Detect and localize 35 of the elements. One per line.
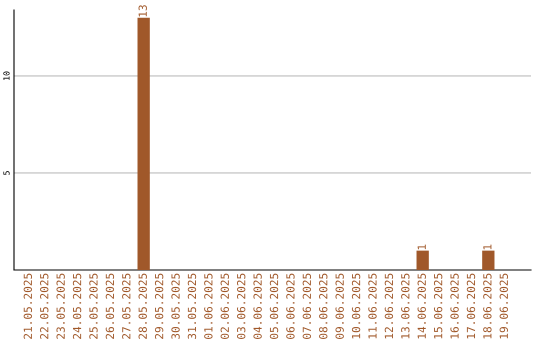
data-label: 13 — [138, 5, 147, 16]
x-tick-label: 29.05.2025 — [154, 274, 164, 339]
y-tick-label: 5 — [3, 171, 10, 175]
x-tick-label: 21.05.2025 — [24, 274, 32, 339]
x-tick-label: 25.05.2025 — [89, 274, 98, 339]
x-tick-label: 13.06.2025 — [401, 274, 410, 338]
x-tick-label: 09.06.2025 — [335, 274, 344, 339]
x-tick-label: 22.05.2025 — [40, 274, 48, 339]
y-tick-label: 10 — [3, 71, 10, 80]
data-label: 1 — [483, 244, 492, 250]
data-label: 1 — [418, 244, 426, 250]
x-tick-label: 28.05.2025 — [138, 274, 147, 339]
x-tick-label: 16.06.2025 — [450, 274, 459, 338]
x-tick-label: 19.06.2025 — [500, 274, 508, 338]
x-tick-label: 07.06.2025 — [302, 274, 312, 339]
x-tick-label: 18.06.2025 — [483, 274, 492, 338]
x-tick-label: 23.05.2025 — [56, 274, 65, 339]
x-tick-label: 15.06.2025 — [434, 274, 442, 338]
x-tick-label: 17.06.2025 — [466, 274, 476, 338]
x-tick-label: 08.06.2025 — [319, 274, 328, 339]
x-tick-label: 02.06.2025 — [220, 274, 229, 339]
x-tick-label: 04.06.2025 — [253, 274, 262, 339]
x-tick-label: 26.05.2025 — [106, 274, 114, 339]
x-tick-label: 27.05.2025 — [122, 274, 130, 339]
x-tick-label: 12.06.2025 — [384, 274, 394, 338]
x-tick-label: 14.06.2025 — [418, 274, 426, 338]
x-tick-label: 05.06.2025 — [270, 274, 278, 339]
x-tick-label: 06.06.2025 — [286, 274, 295, 339]
x-tick-label: 03.06.2025 — [236, 274, 246, 339]
x-tick-label: 11.06.2025 — [368, 274, 377, 338]
x-tick-label: 01.06.2025 — [204, 274, 213, 339]
x-tick-label: 10.06.2025 — [352, 274, 360, 338]
x-tick-label: 30.05.2025 — [171, 274, 180, 339]
x-tick-label: 24.05.2025 — [72, 274, 82, 339]
x-tick-label: 31.05.2025 — [188, 274, 196, 339]
